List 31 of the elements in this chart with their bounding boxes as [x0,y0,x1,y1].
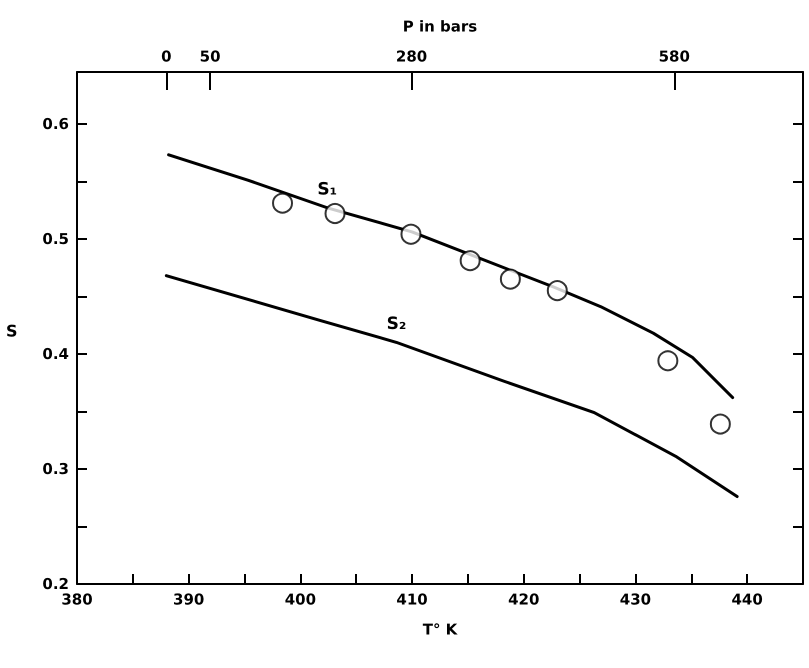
x-tick-label: 430 [620,590,652,608]
point [272,192,294,214]
x2-tick-label: 580 [658,48,690,66]
x-tick-label: 440 [732,590,763,608]
x2-tick-label: 0 [161,48,172,66]
point [460,250,481,272]
series-label: S₂ [386,314,406,334]
y-tick-label: 0.2 [42,575,69,593]
y-tick-label: 0.4 [42,344,69,363]
point [500,268,521,290]
point [546,280,568,302]
x-tick-label: 410 [396,590,428,608]
x-axis-title: T° K [422,620,459,638]
series-label: S₁ [317,179,338,200]
x2-tick-label: 50 [200,48,221,66]
x2-axis-title: P in bars [402,18,478,36]
x-tick-label: 420 [508,590,540,608]
y-tick-label: 0.5 [42,230,69,248]
y-tick-label: 0.6 [42,114,69,133]
line-series [167,153,734,400]
line-series [164,274,739,498]
point [400,224,422,245]
point [324,203,346,224]
y-tick-label: 0.3 [42,460,69,478]
x-tick-label: 400 [284,590,316,608]
x-tick-label: 380 [61,590,93,608]
y-axis-title: S [6,322,18,340]
x-tick-label: 390 [173,590,204,608]
point [657,350,678,372]
x2-tick-label: 280 [396,48,428,66]
point [710,414,731,435]
